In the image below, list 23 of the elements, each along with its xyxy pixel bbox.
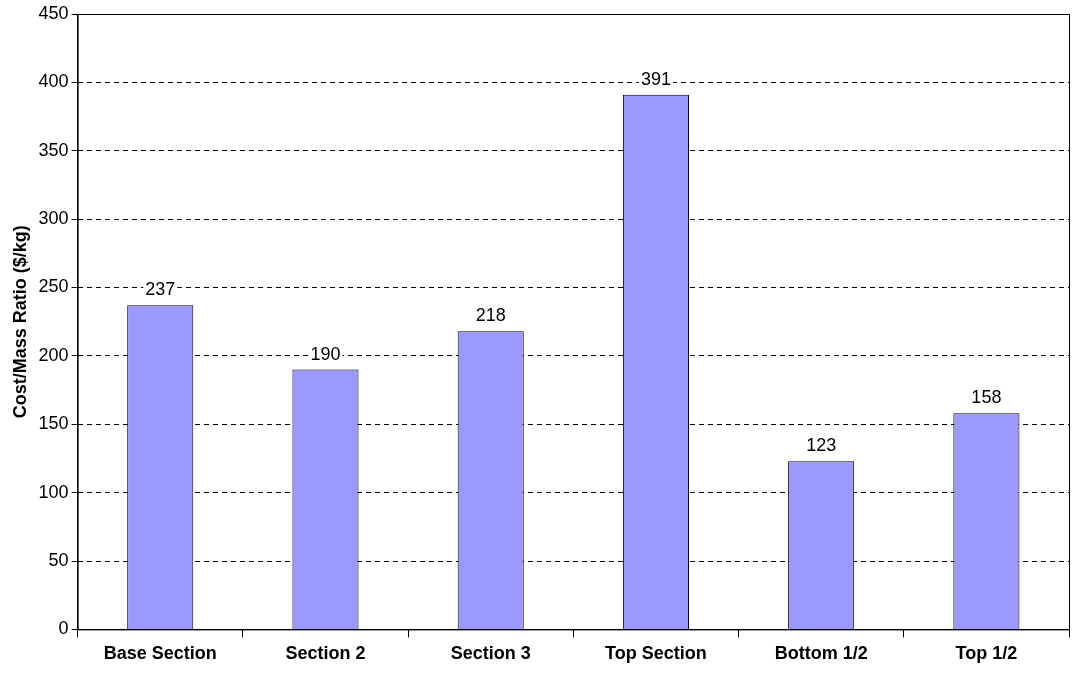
x-tick-label: Bottom 1/2	[774, 643, 868, 664]
data-label: 123	[806, 435, 837, 456]
y-tick-label: 50	[48, 549, 69, 570]
x-tick-label: Top 1/2	[955, 643, 1018, 664]
y-tick-label: 450	[38, 2, 69, 23]
data-label: 190	[310, 343, 341, 364]
x-tick-label: Base Section	[103, 643, 217, 664]
y-tick-label: 200	[38, 344, 69, 365]
y-tick-label: 0	[58, 618, 69, 639]
y-tick-label: 150	[38, 413, 69, 434]
y-axis-title: Cost/Mass Ratio ($/kg)	[9, 225, 30, 419]
x-tick-label: Section 2	[285, 643, 366, 664]
y-tick-label: 100	[38, 481, 69, 502]
x-tick-label: Section 3	[450, 643, 531, 664]
x-tick-label: Top Section	[605, 643, 707, 664]
y-tick-label: 300	[38, 208, 69, 229]
data-label: 218	[475, 305, 506, 326]
data-label: 158	[971, 387, 1002, 408]
y-tick-label: 400	[38, 71, 69, 92]
y-tick-label: 250	[38, 276, 69, 297]
data-label: 237	[145, 279, 176, 300]
data-label: 391	[640, 68, 671, 89]
y-tick-label: 350	[38, 139, 69, 160]
